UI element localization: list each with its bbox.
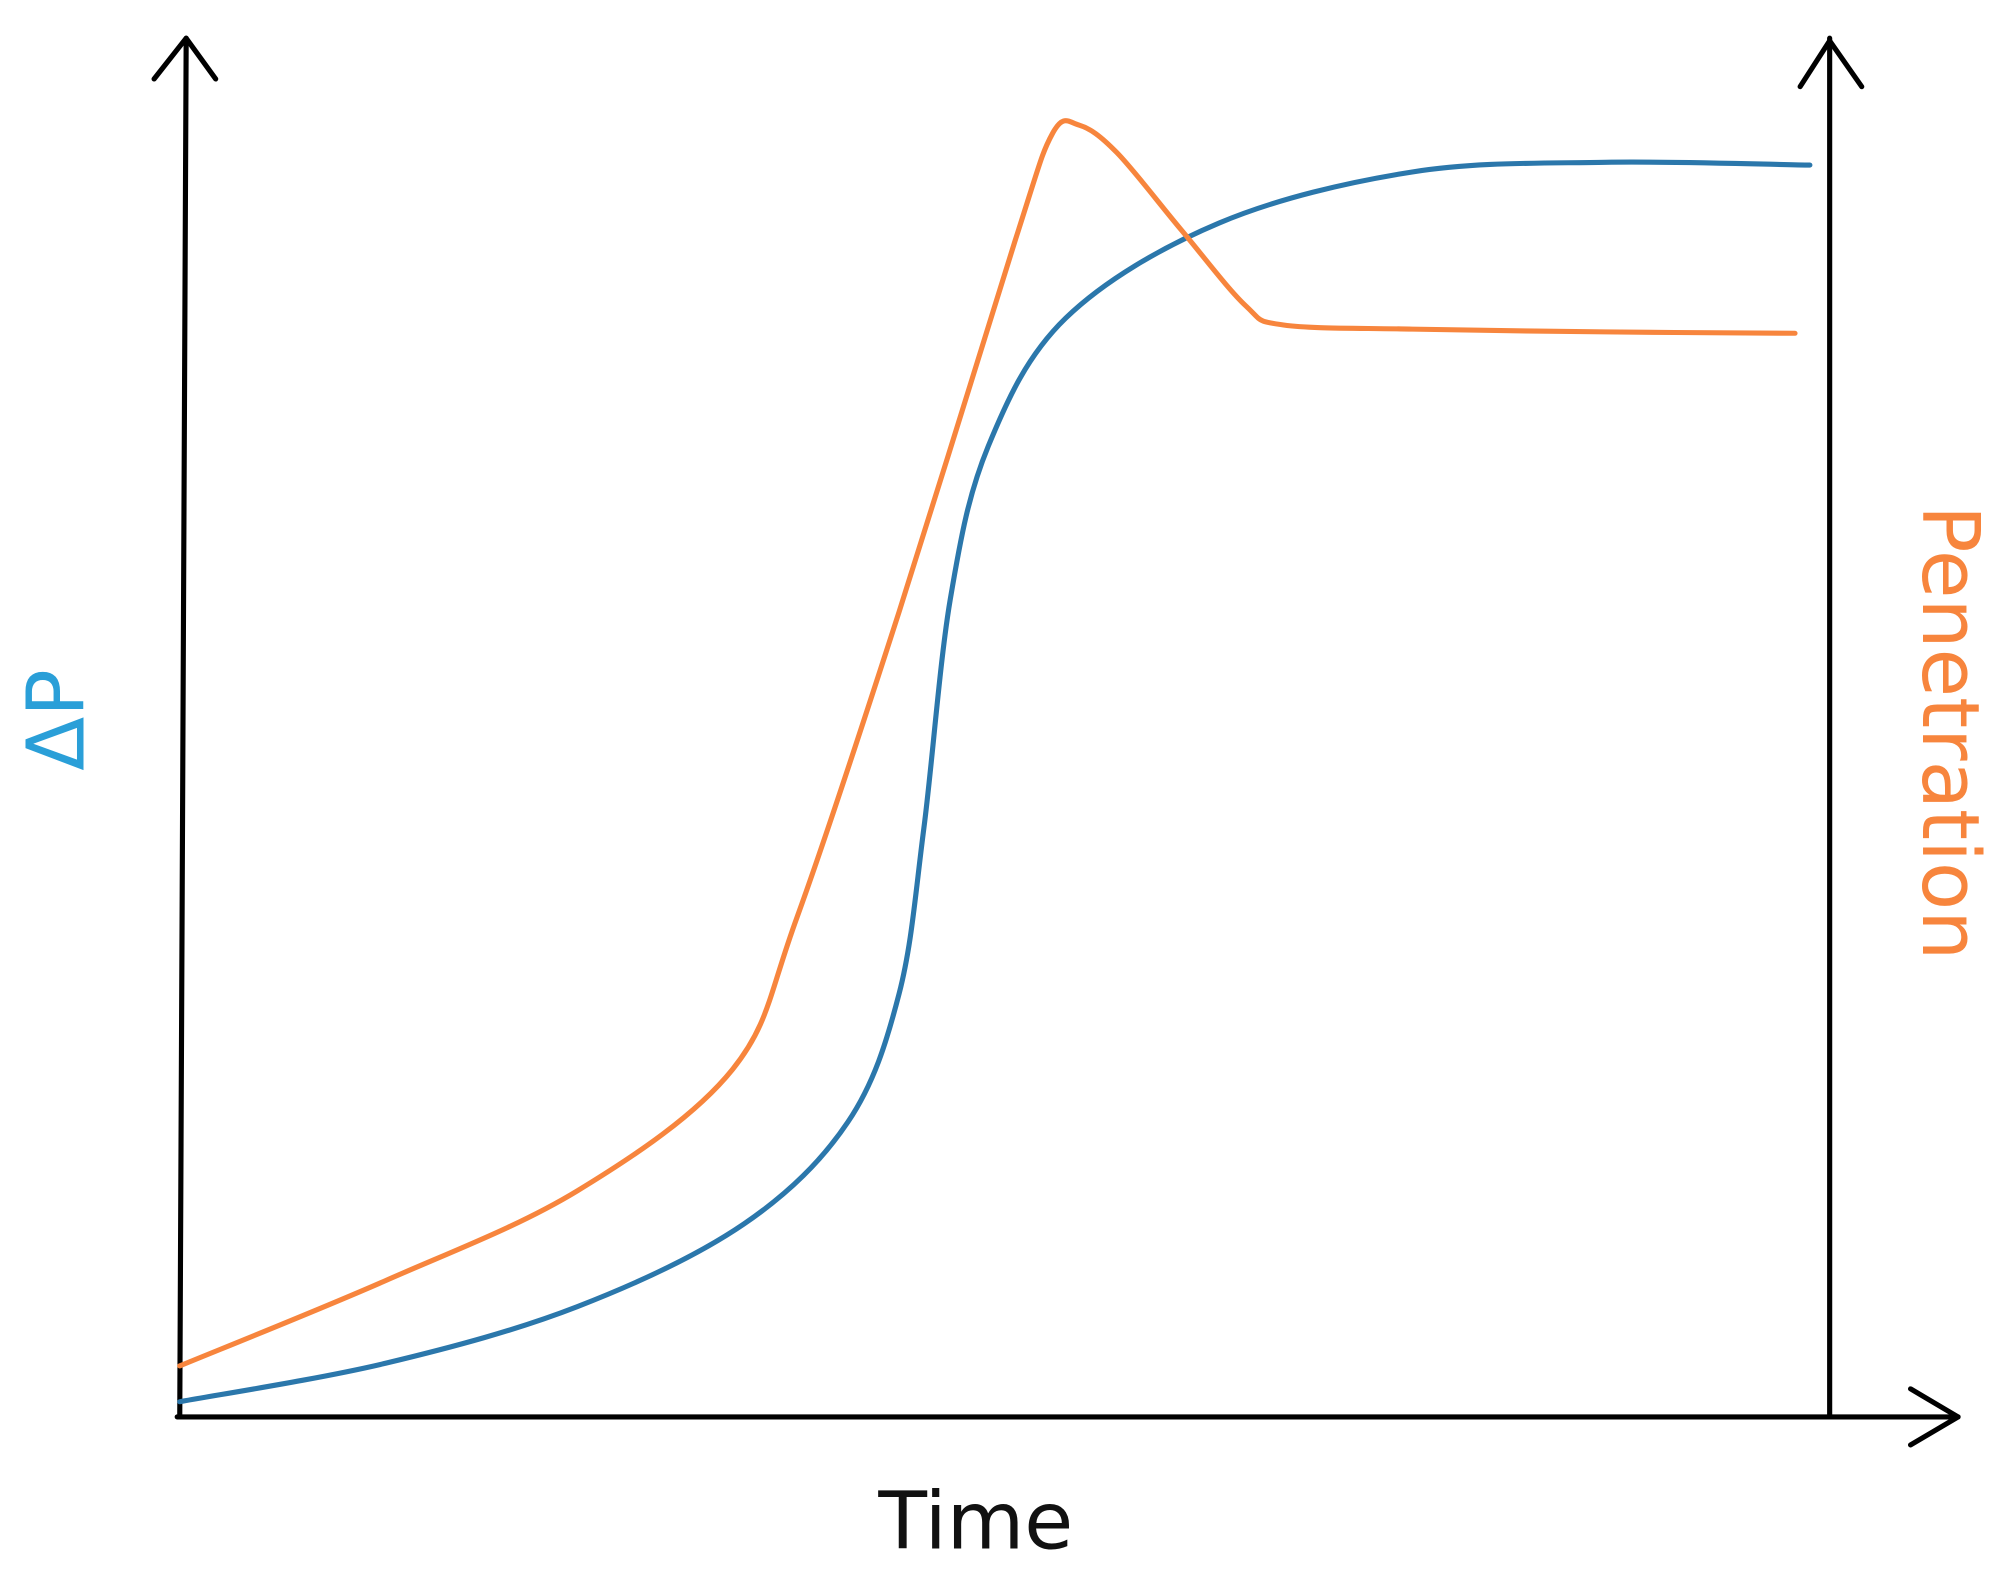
series-line [177, 118, 1798, 1369]
left-axis [177, 35, 189, 1420]
x-axis-arrow [1907, 1386, 1961, 1448]
series-line [177, 159, 1813, 1405]
y2-axis-label: Penetration [1904, 505, 1997, 960]
axes [151, 35, 1961, 1448]
left-axis-arrow [151, 35, 219, 82]
x-axis-label: Time [877, 1475, 1073, 1568]
right-axis-arrow [1797, 38, 1865, 90]
y-axis-label: ΔP [9, 669, 102, 771]
